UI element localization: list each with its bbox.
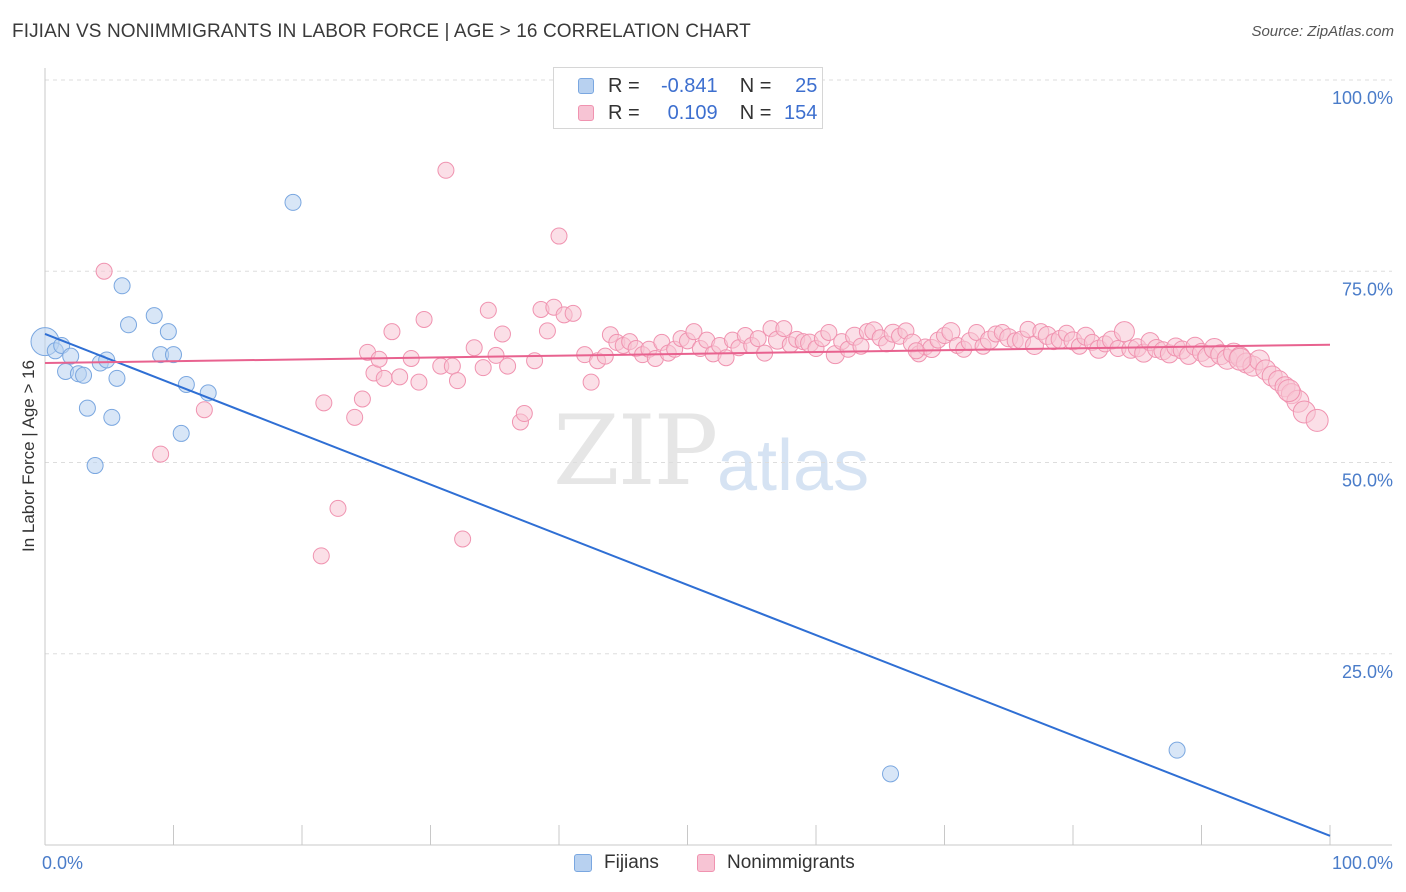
fijians-point: [86, 457, 104, 475]
nonimmigrants-point: [1228, 347, 1252, 371]
nonimmigrants-point: [515, 405, 533, 423]
chart-title: FIJIAN VS NONIMMIGRANTS IN LABOR FORCE |…: [12, 21, 751, 42]
nonimmigrants-point: [410, 373, 428, 391]
y-tick-label: 50.0%: [1342, 471, 1393, 491]
x-tick-label-end: 100.0%: [1332, 853, 1393, 873]
legend-n-label: N =: [739, 74, 772, 97]
legend-row-nonimmigrants: R = 0.109 N = 154: [578, 100, 817, 126]
nonimmigrants-point: [95, 262, 113, 280]
nonimmigrants-point: [487, 346, 505, 364]
source-label: Source: ZipAtlas.com: [1251, 23, 1394, 40]
nonimmigrants-point: [474, 359, 492, 377]
legend-r-value: -0.841: [660, 74, 718, 97]
fijians-point: [882, 765, 900, 783]
nonimmigrants-trend-line: [44, 343, 1331, 365]
nonimmigrants-point: [493, 325, 511, 343]
nonimmigrants-point: [685, 323, 703, 341]
y-axis-title: In Labor Force | Age > 16: [19, 360, 38, 552]
trend-lines: [44, 333, 1331, 837]
legend-n-value: 154: [784, 101, 818, 124]
nonimmigrants-point: [596, 347, 614, 365]
nonimmigrants-point: [852, 337, 870, 355]
nonimmigrants-point: [152, 445, 170, 463]
fijians-swatch: [574, 854, 592, 872]
fijians-point: [284, 193, 302, 211]
nonimmigrants-point: [538, 322, 556, 340]
nonimmigrants-point: [195, 401, 213, 419]
y-tick-label: 75.0%: [1342, 279, 1393, 299]
nonimmigrants-point: [775, 320, 793, 338]
nonimmigrants-point: [312, 547, 330, 565]
nonimmigrants-point: [749, 330, 767, 348]
fijians-point: [108, 369, 126, 387]
fijians-point: [75, 366, 93, 384]
x-tick-label-start: 0.0%: [42, 853, 83, 873]
nonimmigrants-point: [550, 227, 568, 245]
nonimmigrants-point: [437, 161, 455, 179]
y-tick-label: 25.0%: [1342, 662, 1393, 682]
nonimmigrants-point: [454, 530, 472, 548]
fijians-swatch: [578, 78, 594, 94]
fijians-point: [120, 316, 138, 334]
fijians-series: [30, 193, 1186, 783]
legend-label-nonimmigrants: Nonimmigrants: [727, 852, 855, 873]
nonimmigrants-point: [479, 301, 497, 319]
nonimmigrants-point: [415, 310, 433, 328]
nonimmigrants-point: [315, 394, 333, 412]
nonimmigrants-point: [1277, 379, 1301, 403]
fijians-point: [78, 399, 96, 417]
correlation-legend: R = -0.841 N = 25 R = 0.109 N = 154: [553, 67, 823, 129]
legend-r-label: R =: [608, 74, 640, 97]
y-tick-label: 100.0%: [1332, 88, 1393, 108]
nonimmigrants-point: [499, 357, 517, 375]
legend-r-label: R =: [608, 101, 640, 124]
nonimmigrants-series: [95, 161, 1329, 565]
nonimmigrants-point: [383, 323, 401, 341]
fijians-point: [145, 307, 163, 325]
fijians-point: [62, 347, 80, 365]
legend-item-fijians[interactable]: Fijians: [574, 852, 659, 874]
nonimmigrants-point: [329, 499, 347, 517]
nonimmigrants-point: [391, 368, 409, 386]
legend-label-fijians: Fijians: [604, 852, 659, 873]
nonimmigrants-point: [375, 369, 393, 387]
nonimmigrants-point: [820, 323, 838, 341]
nonimmigrants-point: [582, 373, 600, 391]
nonimmigrants-point: [564, 304, 582, 322]
nonimmigrants-point: [448, 372, 466, 390]
nonimmigrants-point: [443, 357, 461, 375]
watermark-zip: ZIP: [553, 395, 718, 507]
fijians-point: [165, 346, 182, 364]
nonimmigrants-swatch: [697, 854, 715, 872]
legend-r-value: 0.109: [667, 101, 718, 124]
fijians-trend-line: [44, 333, 1331, 837]
fijians-point: [159, 323, 177, 341]
nonimmigrants-point: [353, 390, 371, 408]
legend-row-fijians: R = -0.841 N = 25: [578, 73, 817, 99]
axes: [44, 68, 1392, 846]
series-legend: Fijians Nonimmigrants: [0, 852, 1406, 878]
nonimmigrants-point: [346, 408, 364, 426]
grid-lines: [45, 79, 1392, 655]
legend-n-value: 25: [795, 74, 818, 97]
nonimmigrants-point: [1305, 408, 1329, 432]
fijians-point: [172, 424, 190, 442]
fijians-point: [103, 408, 121, 426]
nonimmigrants-swatch: [578, 105, 594, 121]
nonimmigrants-point: [1113, 321, 1135, 343]
watermark-atlas: atlas: [717, 426, 870, 506]
fijians-point: [1168, 741, 1186, 759]
fijians-point: [113, 277, 131, 295]
legend-item-nonimmigrants[interactable]: Nonimmigrants: [697, 852, 855, 874]
nonimmigrants-point: [465, 339, 483, 357]
axis-labels: 25.0% 50.0% 75.0% 100.0% 0.0% 100.0% In Labor …: [19, 88, 1393, 873]
legend-n-label: N =: [739, 101, 772, 124]
